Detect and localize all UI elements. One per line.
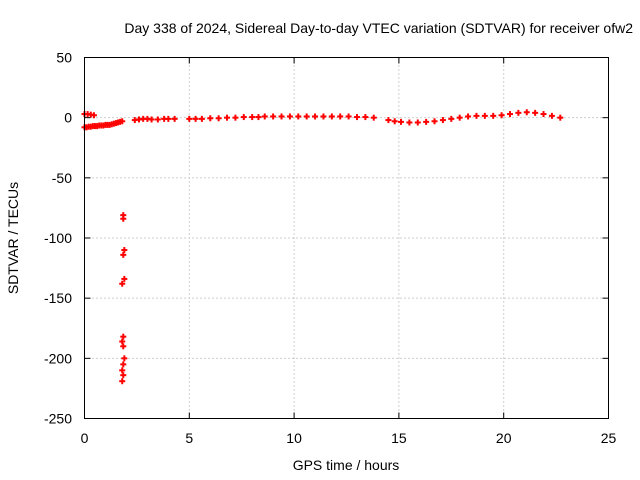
data-point (119, 280, 126, 287)
data-point (171, 115, 178, 122)
data-point (406, 119, 413, 126)
data-point (119, 367, 126, 374)
x-tick-label: 5 (185, 430, 193, 446)
data-point (198, 115, 205, 122)
data-point (120, 343, 127, 350)
data-point (207, 115, 214, 122)
x-tick-labels: 0 5 10 15 20 25 (81, 430, 617, 446)
data-point (439, 117, 446, 124)
x-tick-label: 10 (286, 430, 302, 446)
data-point (532, 109, 539, 116)
data-point (481, 112, 488, 119)
y-axis-label: SDTVAR / TECUs (5, 182, 21, 294)
data-point (345, 113, 352, 120)
y-tick-label: -50 (52, 170, 72, 186)
data-point (121, 275, 128, 282)
data-point (303, 113, 310, 120)
data-point (295, 113, 302, 120)
data-point (119, 338, 126, 345)
data-point (119, 378, 126, 385)
data-point (353, 114, 360, 121)
y-tick-label: -200 (44, 350, 72, 366)
data-point (557, 114, 564, 121)
data-point (423, 118, 430, 125)
axis-ticks (84, 57, 609, 419)
data-point (120, 251, 127, 258)
data-point (148, 116, 155, 123)
data-point (120, 361, 127, 368)
y-tick-label: -100 (44, 230, 72, 246)
x-axis-label: GPS time / hours (293, 457, 400, 473)
data-point (232, 114, 239, 121)
data-point (249, 114, 256, 121)
data-point (119, 118, 126, 125)
data-point (465, 113, 472, 120)
y-tick-label: 0 (64, 110, 72, 126)
data-point (328, 113, 335, 120)
data-point (540, 111, 547, 118)
data-point (186, 115, 193, 122)
y-tick-label: -250 (44, 411, 72, 427)
data-point (120, 372, 127, 379)
data-point (414, 119, 421, 126)
x-tick-label: 15 (391, 430, 407, 446)
x-tick-label: 20 (496, 430, 512, 446)
data-point (165, 115, 172, 122)
data-point (192, 115, 199, 122)
plot-frame (84, 57, 609, 419)
data-point (255, 114, 262, 121)
data-point (154, 116, 161, 123)
chart-title: Day 338 of 2024, Sidereal Day-to-day VTE… (124, 20, 633, 36)
data-point (397, 118, 404, 125)
y-tick-label: 50 (56, 50, 72, 66)
x-tick-label: 25 (601, 430, 617, 446)
x-tick-label: 0 (81, 430, 89, 446)
data-point (312, 113, 319, 120)
data-point (515, 109, 522, 116)
data-point (278, 113, 285, 120)
data-point (215, 115, 222, 122)
data-point (240, 114, 247, 121)
data-point (370, 114, 377, 121)
data-point (224, 114, 231, 121)
data-point (90, 112, 97, 119)
data-point (320, 113, 327, 120)
data-point (261, 113, 268, 120)
data-point (548, 112, 555, 119)
data-point (270, 113, 277, 120)
data-point (506, 111, 513, 118)
y-tick-labels: 50 0 -50 -100 -150 -200 -250 (44, 50, 72, 427)
data-point (448, 115, 455, 122)
data-point (456, 114, 463, 121)
data-point (498, 112, 505, 119)
data-point (473, 112, 480, 119)
data-point (385, 117, 392, 124)
data-point (120, 215, 127, 222)
data-point (286, 113, 293, 120)
y-tick-label: -150 (44, 290, 72, 306)
data-point (120, 333, 127, 340)
data-point (523, 109, 530, 116)
data-points (81, 109, 564, 385)
data-point (490, 112, 497, 119)
data-point (121, 247, 128, 254)
data-point (337, 113, 344, 120)
data-point (391, 118, 398, 125)
data-point (431, 118, 438, 125)
data-point (362, 114, 369, 121)
data-point (121, 355, 128, 362)
grid-lines (84, 57, 609, 419)
